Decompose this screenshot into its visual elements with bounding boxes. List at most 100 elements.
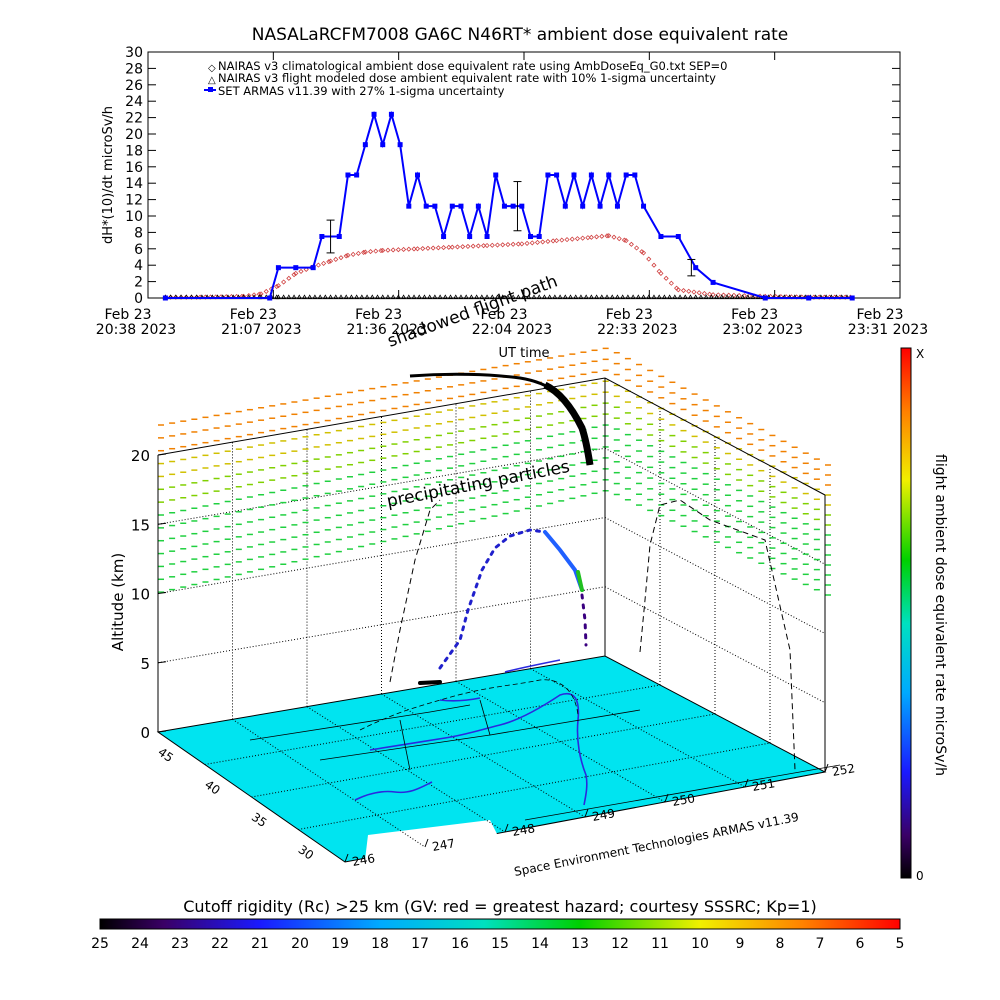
armas-point	[345, 172, 351, 178]
altitude-axis: 0 5 10 15 20	[131, 447, 167, 742]
longitude-tick-label: 250	[671, 791, 696, 809]
flight-modeled-point	[348, 294, 355, 300]
flight-modeled-point	[312, 294, 318, 300]
climatological-point	[540, 239, 546, 245]
climatological-point	[529, 240, 535, 246]
top-x-tick-date: Feb 23	[731, 307, 778, 323]
flight-modeled-point	[369, 294, 375, 300]
longitude-tick	[824, 763, 829, 773]
armas-point	[614, 203, 620, 209]
top-y-tick-label: 14	[125, 176, 143, 192]
flight-modeled-point	[567, 294, 574, 300]
flight-modeled-point	[406, 294, 412, 300]
climatological-point	[707, 291, 713, 297]
top-x-tick-date: Feb 23	[480, 307, 527, 323]
climatological-point	[680, 287, 687, 294]
flight-path-3d	[418, 528, 588, 685]
armas-point	[545, 172, 551, 178]
climatological-point	[291, 272, 297, 278]
longitude-tick	[344, 853, 349, 863]
climatological-point	[475, 243, 481, 249]
rigidity-tick-label: 15	[491, 936, 509, 952]
longitude-tick	[664, 793, 669, 803]
top-y-tick-label: 26	[125, 78, 143, 94]
flight-modeled-point	[604, 294, 610, 300]
floor-gridline	[251, 713, 716, 798]
climatological-point	[726, 292, 732, 298]
longitude-tick-label: 246	[351, 851, 376, 869]
flight-modeled-point	[453, 294, 459, 300]
armas-point	[336, 234, 342, 239]
armas-point	[354, 172, 360, 178]
climatological-point	[580, 235, 586, 241]
flight-modeled-point	[327, 294, 334, 300]
flight-modeled-point	[442, 294, 449, 300]
climatological-point	[494, 242, 501, 248]
top-y-tick-label: 8	[134, 225, 143, 241]
flight-modeled-point	[473, 294, 480, 300]
climatological-point	[338, 255, 344, 261]
flight-modeled-point	[468, 294, 475, 300]
climatological-point	[328, 258, 334, 264]
armas-point	[675, 234, 681, 239]
flight-modeled-point	[390, 294, 396, 300]
climatological-point	[401, 246, 407, 253]
floor-gridline	[204, 684, 661, 765]
flight-modeled-point	[599, 294, 605, 300]
flight-modeled-point	[724, 294, 730, 300]
flight-modeled-point	[672, 294, 678, 300]
shadowed-flight-path-thick	[543, 381, 594, 466]
armas-point	[380, 142, 386, 148]
flight-modeled-point	[609, 294, 615, 300]
floor-gridline	[455, 680, 666, 803]
climatological-point	[519, 241, 525, 247]
wall-shadow-path	[389, 499, 796, 771]
climatological-point	[710, 292, 716, 298]
flight-modeled-point	[729, 294, 735, 300]
climatological-point	[651, 262, 657, 268]
armas-point	[397, 142, 403, 148]
rigidity-tick-label: 13	[571, 936, 589, 952]
armas-point	[606, 172, 612, 178]
climatological-point	[623, 238, 629, 244]
latitude-tick-label: 40	[202, 777, 223, 797]
altitude-tick	[157, 730, 167, 733]
climatological-point	[425, 245, 431, 251]
ground-flight-track	[354, 659, 588, 806]
armas-point	[536, 234, 542, 239]
flight-modeled-point	[734, 294, 741, 300]
armas-point	[493, 172, 499, 178]
climatological-point	[675, 287, 681, 293]
flight-modeled-point	[708, 294, 715, 300]
armas-point	[588, 172, 594, 178]
climatological-point	[333, 256, 339, 262]
flight-modeled-point	[578, 294, 584, 300]
armas-point	[441, 234, 447, 239]
latitude-tick-label: 45	[155, 745, 176, 765]
rigidity-tick-label: 18	[371, 936, 389, 952]
top-x-tick-date: Feb 23	[230, 307, 277, 323]
armas-point	[484, 234, 490, 239]
ground-map-white-patch	[365, 820, 500, 860]
armas-point	[319, 234, 325, 239]
flight-modeled-point	[536, 294, 542, 300]
legend-item-armas: SET ARMAS v11.39 with 27% 1-sigma uncert…	[218, 84, 505, 98]
climatological-point	[574, 236, 581, 242]
floor-gridline	[530, 668, 746, 788]
top-y-tick-label: 20	[125, 127, 143, 143]
top-y-tick-label: 10	[125, 209, 143, 225]
rigidity-tick-label: 23	[171, 936, 189, 952]
flight-modeled-point	[677, 294, 683, 300]
flight-modeled-point	[640, 294, 647, 300]
armas-point	[267, 295, 273, 301]
climatological-point	[362, 249, 368, 255]
altitude-tick	[157, 661, 167, 664]
flight-modeled-point	[484, 294, 490, 300]
climatological-point	[435, 245, 441, 251]
wall-gridline	[604, 517, 826, 634]
climatological-point	[256, 291, 262, 297]
longitude-tick	[744, 778, 749, 788]
armas-point	[501, 203, 507, 209]
climatological-point	[634, 245, 640, 251]
flight-modeled-point	[693, 294, 699, 300]
